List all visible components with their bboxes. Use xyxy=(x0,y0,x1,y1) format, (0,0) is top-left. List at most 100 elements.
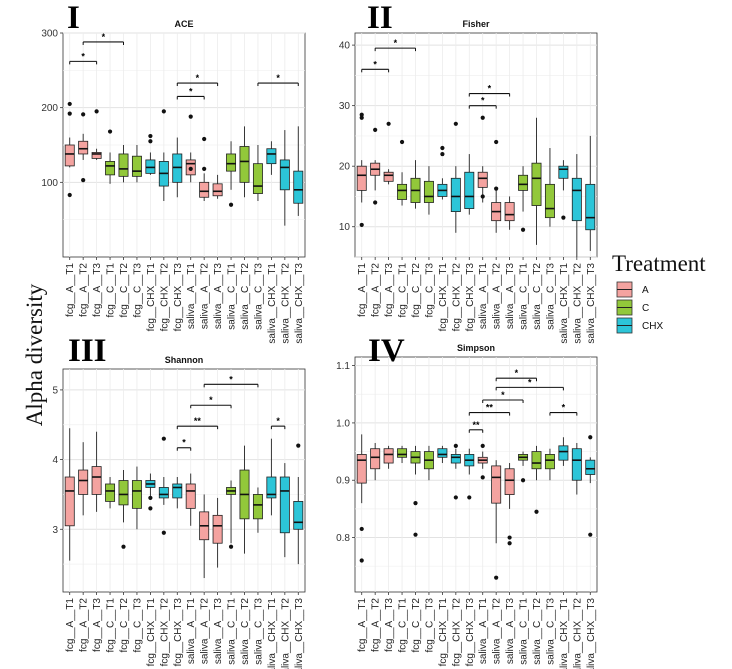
x-tick-label: saliva__C__T1 xyxy=(227,598,238,665)
outlier-point xyxy=(148,133,153,139)
box xyxy=(585,183,596,231)
x-tick-label: saliva__CHX__T2 xyxy=(572,263,583,344)
box xyxy=(397,448,408,458)
y-tick-label: 1.1 xyxy=(336,361,350,372)
panel-title: Simpson xyxy=(457,343,495,353)
x-tick-label: fcg__A__T2 xyxy=(371,263,382,317)
outlier-point xyxy=(67,101,72,107)
outlier-point xyxy=(453,443,458,448)
box xyxy=(293,170,304,204)
outlier-point xyxy=(440,145,445,151)
outlier-point xyxy=(188,114,193,119)
x-tick-label: fcg__CHX__T1 xyxy=(438,263,449,332)
outlier-point xyxy=(121,544,126,549)
box xyxy=(531,451,542,470)
legend: Treatment A C CHX xyxy=(612,251,706,334)
outlier-point xyxy=(413,532,418,537)
x-tick-label: fcg__CHX__T3 xyxy=(465,263,476,332)
x-tick-label: saliva__C__T3 xyxy=(253,598,264,665)
outlier-point xyxy=(81,177,86,183)
y-tick-label: 300 xyxy=(41,29,58,40)
x-tick-label: fcg__A__T1 xyxy=(65,263,76,317)
panel-label: II xyxy=(367,0,393,36)
outlier-point xyxy=(359,558,364,563)
box xyxy=(279,159,290,191)
x-tick-label: fcg__A__T3 xyxy=(384,263,395,317)
outlier-point xyxy=(148,139,153,144)
x-tick-label: saliva__C__T1 xyxy=(519,263,530,330)
x-tick-label: saliva__A__T2 xyxy=(200,598,211,665)
box xyxy=(397,183,408,200)
outlier-point xyxy=(588,435,593,440)
x-tick-label: fcg__A__T3 xyxy=(384,598,395,652)
x-tick-label: fcg__C__T3 xyxy=(424,263,435,318)
box xyxy=(78,140,89,155)
x-tick-label: saliva__CHX__T2 xyxy=(280,598,291,669)
legend-label-c: C xyxy=(642,303,649,314)
panel-label: III xyxy=(68,333,107,369)
box xyxy=(131,480,142,509)
box xyxy=(185,483,196,509)
x-tick-label: fcg__A__T2 xyxy=(79,263,90,317)
box xyxy=(172,483,183,499)
outlier-point xyxy=(228,202,234,207)
panel-title: Shannon xyxy=(165,355,204,365)
significance-label: * xyxy=(501,390,505,400)
x-tick-label: fcg__C__T3 xyxy=(132,263,143,318)
x-tick-label: saliva__C__T1 xyxy=(519,598,530,665)
significance-label: * xyxy=(481,96,485,106)
x-tick-label: saliva__CHX__T2 xyxy=(572,598,583,669)
outlier-point xyxy=(359,526,364,532)
outlier-point xyxy=(494,139,499,145)
x-tick-label: fcg__C__T3 xyxy=(132,598,143,653)
outlier-point xyxy=(67,192,72,198)
outlier-point xyxy=(534,509,539,514)
x-tick-label: fcg__C__T1 xyxy=(398,598,409,653)
significance-label: * xyxy=(373,59,377,69)
x-tick-label: fcg__A__T3 xyxy=(92,263,103,317)
box xyxy=(118,153,129,177)
x-tick-label: fcg__CHX__T1 xyxy=(146,598,157,667)
outlier-point xyxy=(507,535,512,540)
x-tick-label: saliva__A__T1 xyxy=(186,598,197,665)
x-tick-label: saliva__CHX__T1 xyxy=(559,263,570,344)
box xyxy=(239,146,250,183)
x-tick-label: saliva__C__T3 xyxy=(253,263,264,330)
x-tick-label: fcg__A__T1 xyxy=(357,263,368,317)
x-tick-label: fcg__CHX__T3 xyxy=(173,598,184,667)
outlier-point xyxy=(480,475,485,480)
outlier-point xyxy=(520,478,526,483)
box xyxy=(571,448,582,481)
x-tick-label: saliva__C__T2 xyxy=(240,598,251,665)
significance-label: * xyxy=(562,403,566,413)
significance-label: * xyxy=(488,84,492,94)
significance-label: * xyxy=(276,73,280,83)
significance-label: ** xyxy=(472,420,480,430)
significance-label: * xyxy=(81,51,85,61)
box xyxy=(383,448,394,464)
panel-title: ACE xyxy=(174,19,193,29)
outlier-point xyxy=(67,111,72,116)
x-tick-label: saliva__A__T1 xyxy=(478,598,489,665)
panel-title: Fisher xyxy=(462,19,490,29)
outlier-point xyxy=(148,495,153,501)
box xyxy=(266,148,277,165)
box xyxy=(78,469,89,495)
y-tick-label: 100 xyxy=(41,178,58,189)
outlier-point xyxy=(359,112,364,117)
box xyxy=(383,171,394,182)
y-tick-label: 0.8 xyxy=(336,533,350,544)
x-tick-label: saliva__C__T3 xyxy=(545,263,556,330)
x-tick-label: fcg__CHX__T2 xyxy=(159,263,170,332)
box xyxy=(266,476,277,499)
significance-label: * xyxy=(276,416,280,426)
outlier-point xyxy=(373,127,378,132)
outlier-point xyxy=(161,109,166,114)
x-tick-label: fcg__CHX__T2 xyxy=(451,598,462,667)
x-tick-label: fcg__CHX__T2 xyxy=(451,263,462,332)
box xyxy=(91,466,102,495)
panel-label: I xyxy=(67,0,80,36)
x-tick-label: saliva__CHX__T3 xyxy=(586,263,597,344)
